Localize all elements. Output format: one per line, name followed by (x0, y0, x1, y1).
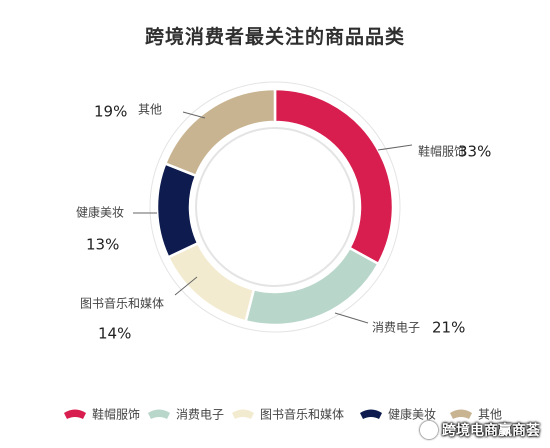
legend-label-1: 鞋帽服饰 (92, 407, 140, 422)
inner-ring-outline (195, 127, 355, 287)
slice-2-value-label: 21% (432, 319, 465, 337)
legend-label-4: 健康美妆 (388, 407, 436, 422)
outer-ring-outline (149, 81, 401, 333)
watermark-text: 跨境电商赢商荟 (442, 423, 540, 439)
slice-3-leader-line (174, 276, 198, 296)
slice-3-label: 图书音乐和媒体 (80, 296, 164, 311)
slice-5-leader-line (182, 111, 206, 119)
slice-2-label: 消费电子 (372, 321, 420, 335)
slice-1-leader-line (377, 144, 413, 151)
leader-lines (133, 111, 413, 324)
slice-1-arc (273, 87, 395, 266)
legend-label-3: 图书音乐和媒体 (260, 407, 344, 422)
slice-3-value-label: 14% (98, 325, 131, 343)
donut-slices (155, 87, 395, 327)
slice-5-value-label: 19% (94, 103, 127, 121)
slice-5-arc (163, 87, 277, 178)
slice-1-label: 鞋帽服饰 (418, 144, 466, 159)
slice-2-leader-line (334, 312, 369, 324)
slice-4-value-label: 13% (86, 236, 119, 254)
slice-4-arc (155, 161, 200, 259)
legend-swatch-4 (360, 409, 382, 419)
slice-2-arc (244, 246, 381, 327)
slice-5-label: 其他 (138, 103, 162, 117)
legend-label-5: 其他 (478, 408, 502, 422)
legend-swatch-3 (232, 409, 254, 419)
watermark-icon (420, 421, 438, 439)
legend-label-2: 消费电子 (176, 408, 224, 422)
slice-1-value-label: 33% (458, 143, 491, 161)
slice-4-label: 健康美妆 (76, 205, 124, 220)
legend-swatch-2 (148, 409, 170, 419)
legend-swatch-1 (64, 409, 86, 419)
chart-title: 跨境消费者最关注的商品品类 (144, 26, 405, 48)
watermark: 跨境电商赢商荟 (420, 420, 540, 440)
legend: 鞋帽服饰 消费电子 图书音乐和媒体 健康美妆 其他 (64, 407, 502, 422)
legend-swatch-5 (450, 409, 472, 419)
